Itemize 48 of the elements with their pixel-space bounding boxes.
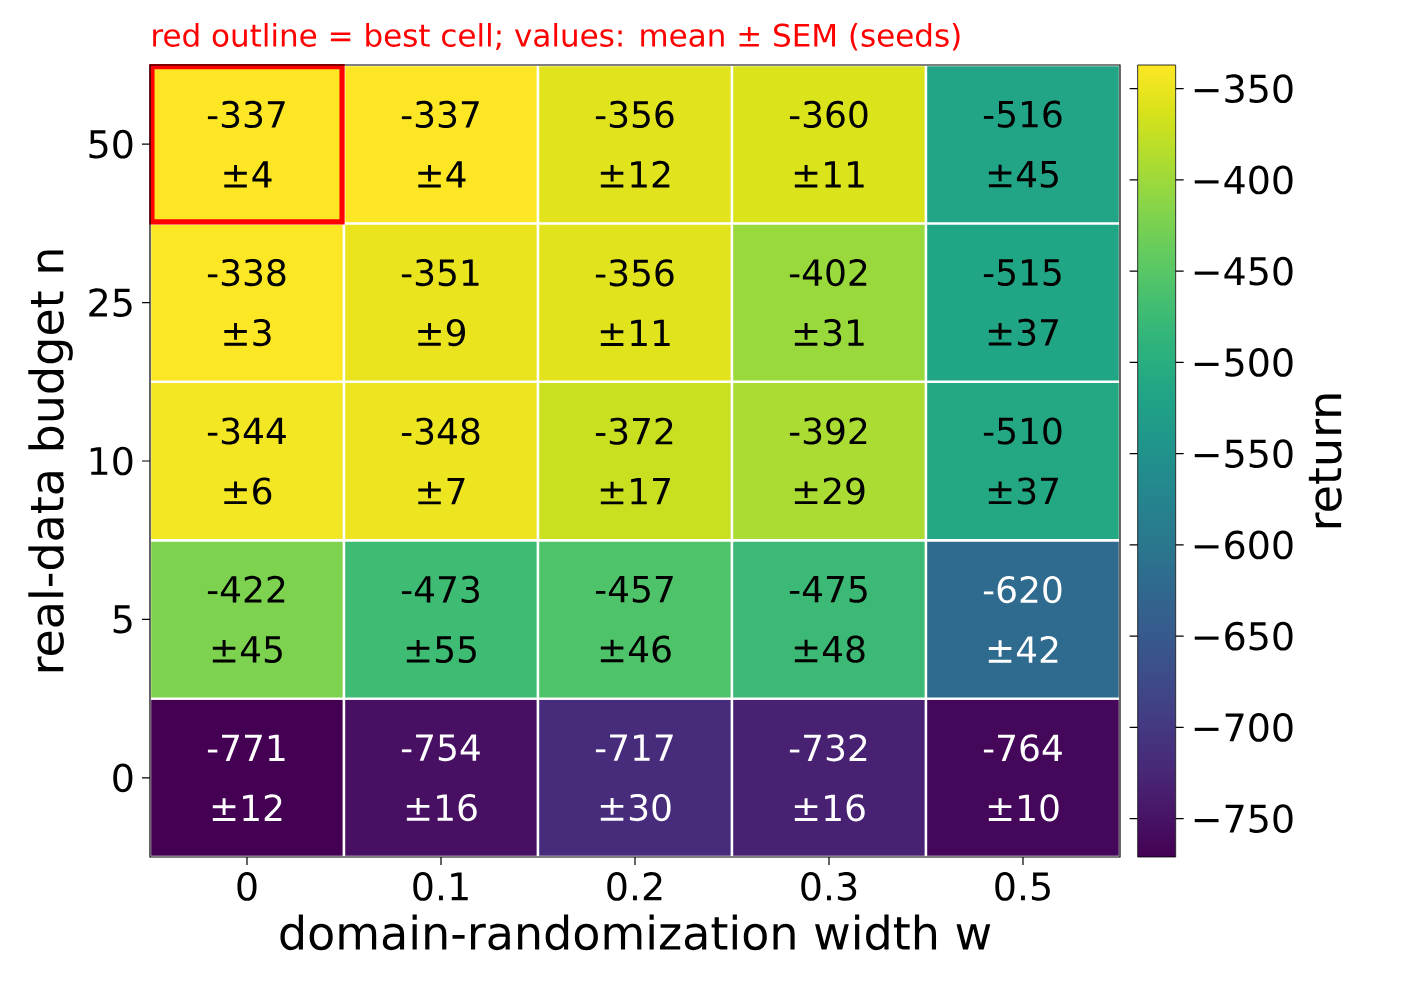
data-label: -620 ±42: [983, 576, 1062, 663]
data-label: -473 ±55: [401, 575, 479, 664]
data-label: -337 ±4: [401, 100, 479, 188]
data-label: -422 ±45: [207, 575, 285, 664]
data-label: -717 ±30: [595, 734, 673, 822]
data-label: -356 ±11: [595, 259, 674, 346]
color-bar-label: −650: [1194, 621, 1293, 651]
data-label: -372 ±17: [595, 417, 673, 505]
data-label: -457 ±46: [595, 576, 673, 663]
data-label: -516 ±45: [983, 100, 1062, 188]
data-label: -356 ±12: [595, 100, 674, 188]
x-tick-label: 0: [237, 872, 257, 901]
color-bar-label: −350: [1194, 74, 1293, 104]
data-label: -392 ±29: [789, 417, 867, 505]
data-label: -337 ±4: [207, 100, 285, 188]
data-label: -338 ±3: [207, 258, 286, 347]
text: red outline = best cell; values: mean ± SEM (seeds): [153, 22, 960, 51]
data-label: -732 ±16: [789, 734, 867, 822]
x-tick-label: 0.3: [801, 872, 857, 901]
data-label: -344 ±6: [207, 417, 286, 505]
data-label: -348 ±7: [401, 417, 480, 505]
data-label: -764 ±10: [983, 734, 1062, 822]
data-label: -771 ±12: [207, 734, 285, 821]
y-tick-label: 25: [89, 288, 132, 317]
x-tick-label: 0.2: [607, 872, 662, 901]
color-bar-label: −700: [1194, 713, 1293, 742]
color-bar-label: −600: [1194, 530, 1293, 560]
x-axis-title: domain-randomization width w: [280, 914, 991, 951]
y-tick-label: 50: [89, 129, 133, 159]
y-tick-label: 5: [113, 605, 132, 634]
color-bar-label: −500: [1194, 348, 1293, 377]
data-label: -475 ±48: [789, 576, 867, 663]
data-label: -351 ±9: [401, 258, 479, 347]
color-bar-label: −550: [1194, 439, 1293, 469]
color-bar-title: return: [1308, 394, 1342, 528]
data-label: -402 ±31: [789, 258, 867, 347]
x-tick-label: 0.1: [413, 872, 468, 901]
data-label: -754 ±16: [401, 734, 480, 822]
y-tick-label: 0: [113, 763, 133, 793]
color-bar-label: −750: [1194, 804, 1293, 834]
x-tick-label: 0.5: [995, 872, 1050, 901]
data-label: -360 ±11: [789, 100, 868, 188]
y-tick-label: 10: [90, 446, 133, 476]
color-bar-label: −400: [1194, 165, 1293, 195]
color-bar-label: −450: [1194, 256, 1293, 286]
data-label: -515 ±37: [983, 259, 1061, 346]
y-axis-title: real-data budget n: [28, 250, 73, 672]
data-label: -510 ±37: [983, 417, 1062, 505]
